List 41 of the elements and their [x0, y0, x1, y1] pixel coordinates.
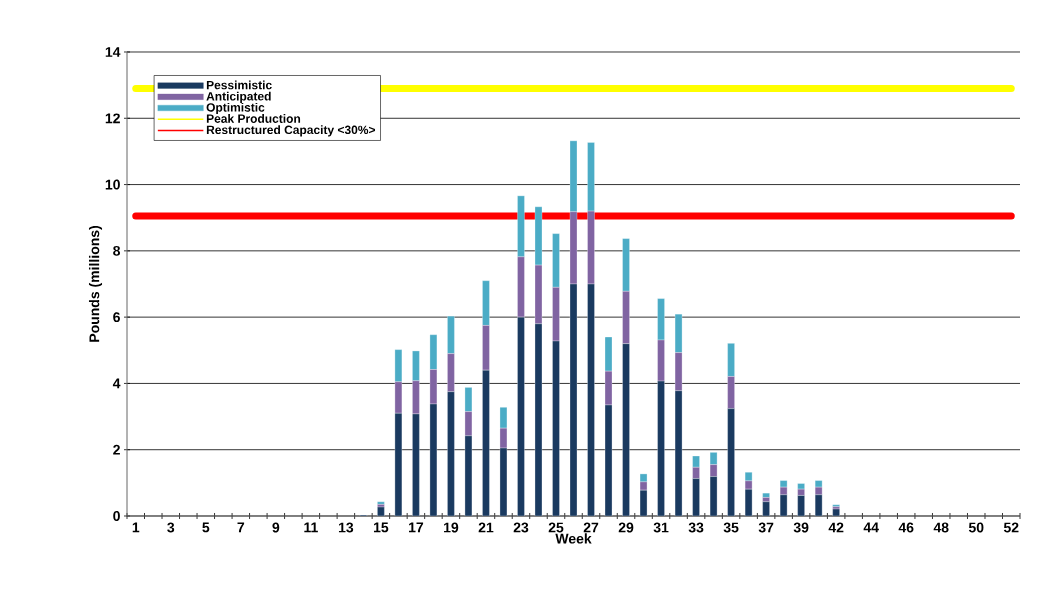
x-tick-label: 35: [723, 522, 739, 533]
legend-label: Anticipated: [206, 91, 271, 103]
x-tick-label: 11: [304, 522, 318, 533]
y-tick-label: 14: [105, 47, 121, 57]
x-tick-label: 25: [548, 522, 564, 533]
x-tick-label: 9: [272, 522, 280, 533]
x-tick-label: 46: [898, 522, 914, 533]
y-tick-label: 6: [113, 312, 120, 323]
x-tick-label: 37: [758, 522, 774, 533]
y-tick-label: 8: [113, 245, 121, 256]
legend-label: Peak Production: [206, 114, 301, 123]
legend-label: Restructured Capacity <30%>: [206, 125, 376, 137]
legend-label: Pessimistic: [206, 80, 272, 90]
x-tick-label: 42: [828, 522, 844, 533]
y-axis-title: Pounds (millions): [88, 225, 103, 342]
x-tick-label: 23: [513, 522, 529, 533]
x-tick-label: 29: [618, 522, 634, 533]
x-tick-label: 33: [688, 522, 704, 533]
x-tick-label: 13: [338, 522, 354, 533]
y-tick-label: 0: [113, 511, 120, 521]
x-tick-label: 1: [132, 522, 140, 533]
x-tick-label: 27: [583, 522, 599, 533]
x-tick-label: 50: [968, 522, 984, 533]
x-tick-label: 48: [933, 522, 949, 533]
x-tick-label: 21: [478, 522, 494, 533]
x-tick-label: 17: [409, 522, 424, 533]
x-tick-label: 52: [1003, 522, 1019, 533]
x-tick-label: 15: [373, 522, 389, 533]
y-tick-label: 2: [113, 444, 120, 455]
x-axis-title: Week: [555, 533, 592, 544]
x-tick-label: 3: [167, 522, 175, 533]
x-tick-label: 19: [444, 522, 459, 533]
legend-label: Optimistic: [206, 102, 265, 115]
x-tick-label: 5: [202, 522, 210, 533]
x-tick-label: 31: [653, 522, 669, 533]
x-tick-label: 7: [237, 522, 245, 533]
x-tick-label: 44: [863, 522, 879, 533]
y-tick-label: 4: [112, 378, 121, 389]
y-tick-label: 10: [105, 179, 120, 190]
y-tick-label: 12: [105, 113, 120, 124]
x-tick-label: 39: [793, 522, 809, 533]
